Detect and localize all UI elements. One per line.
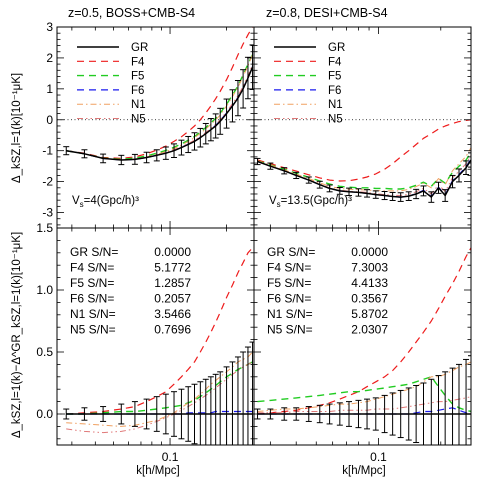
sn-label-n1-bottom-left: N1 S/N= [70,307,116,321]
panel-frame-bottom-right [253,227,472,446]
volume-value: =4(Gpc/h)³ [84,195,139,207]
sn-label-f4-bottom-right: F4 S/N= [267,261,311,275]
plot-area-bottom-left [57,247,254,445]
sn-label-gr-bottom-right: GR S/N= [267,245,315,259]
x-axis-label-left: k[h/Mpc] [136,465,179,477]
text-layer: -3-2-10123GRF4F5F6N1N5Vs=4(Gpc/h)³GRF4F5… [36,20,388,464]
y-axis-label-bottom: Δ_kSZ,l=1(k)−Δ^GR_kSZ,l=1(k)[10⁻¹μK] [11,232,23,438]
sn-value-n5-bottom-left: 0.7696 [154,323,191,337]
sn-value-f6-bottom-left: 0.2057 [154,292,191,306]
panel-title-top-right: z=0.8, DESI+CMB-S4 [266,6,388,20]
data-layer [57,27,471,445]
series-line-n1-bottom-left [66,351,253,427]
volume-annotation-top-left: Vs=4(Gpc/h)³ [72,195,139,209]
volume-subscript: s [80,200,84,209]
volume-subscript: s [277,200,281,209]
y-tick-label-top-left: -3 [42,206,53,220]
sn-value-f5-bottom-left: 1.2857 [154,276,191,290]
sn-label-n5-bottom-right: N5 S/N= [267,323,313,337]
plot-area-top-right [254,119,471,203]
legend-label-n1-top-left: N1 [131,99,146,111]
y-tick-label-top-left: 3 [46,20,53,34]
series-line-f5-bottom-left [66,361,253,415]
y-axis-label-top: Δ_kSZ,l=1(k)[10⁻¹μK] [11,73,23,183]
volume-symbol: V [269,195,277,207]
sn-value-gr-bottom-right: 0.0000 [351,245,388,259]
panel-title-top-left: z=0.5, BOSS+CMB-S4 [68,6,195,20]
sn-value-n5-bottom-right: 2.0307 [351,323,388,337]
x-tick-label-bottom-right: 0.1 [370,450,387,464]
y-tick-label-bottom-left: 1.0 [36,283,53,297]
legend-label-f4-top-right: F4 [328,56,342,68]
sn-label-n5-bottom-left: N5 S/N= [70,323,116,337]
series-line-f4-top-right [257,119,471,182]
sn-value-f5-bottom-right: 4.4133 [351,276,388,290]
series-line-f4-bottom-left [66,247,253,415]
x-axis-label-right: k[h/Mpc] [342,465,385,477]
y-tick-label-bottom-left: 1.5 [36,221,53,235]
frame-layer [56,26,472,446]
y-tick-label-top-left: 0 [46,113,53,127]
y-tick-label-top-left: 1 [46,82,53,96]
volume-symbol: V [72,195,80,207]
legend-label-f6-top-right: F6 [328,85,341,97]
series-line-f5-top-left [66,54,254,161]
sn-label-gr-bottom-left: GR S/N= [70,245,118,259]
legend-label-gr-top-left: GR [131,42,148,54]
series-line-f4-top-left [66,27,254,159]
y-tick-label-top-left: 2 [46,51,53,65]
legend-label-n1-top-right: N1 [328,99,343,111]
plot-area-top-left [57,27,254,166]
sn-label-f6-bottom-right: F6 S/N= [267,292,311,306]
sn-value-gr-bottom-left: 0.0000 [154,245,191,259]
sn-label-f4-bottom-left: F4 S/N= [70,261,114,275]
series-line-n5-bottom-left [66,361,253,434]
sn-value-f6-bottom-right: 0.3567 [351,292,388,306]
series-line-f6-top-left [66,66,254,161]
y-tick-label-bottom-left: 0.0 [36,407,53,421]
sn-value-f4-bottom-left: 5.1772 [154,261,191,275]
legend-label-f4-top-left: F4 [131,56,145,68]
series-line-gr-top-left [66,66,254,161]
sn-value-n1-bottom-left: 3.5466 [154,307,191,321]
y-tick-label-top-left: -1 [42,144,53,158]
legend-label-n5-top-right: N5 [328,114,343,126]
sn-value-f4-bottom-right: 7.3003 [351,261,388,275]
series-line-n5-top-left [66,64,253,161]
sn-label-f6-bottom-left: F6 S/N= [70,292,114,306]
legend-label-f5-top-right: F5 [328,71,341,83]
x-tick-label-bottom-left: 0.1 [162,450,179,464]
series-line-n1-top-left [66,54,253,161]
y-tick-label-bottom-left: 0.5 [36,345,53,359]
plot-area-bottom-right [254,247,471,445]
sn-label-f5-bottom-right: F5 S/N= [267,276,311,290]
sn-label-f5-bottom-left: F5 S/N= [70,276,114,290]
legend-label-gr-top-right: GR [328,42,345,54]
legend-label-n5-top-left: N5 [131,114,146,126]
volume-value: =13.5(Gpc/h)³ [281,195,352,207]
volume-annotation-top-right: Vs=13.5(Gpc/h)³ [269,195,352,209]
sn-value-n1-bottom-right: 5.8702 [351,307,388,321]
legend-label-f6-top-left: F6 [131,85,144,97]
legend-label-f5-top-left: F5 [131,71,144,83]
series-line-f5-bottom-right [257,376,471,413]
sn-label-n1-bottom-right: N1 S/N= [267,307,313,321]
y-tick-label-top-left: -2 [42,175,53,189]
